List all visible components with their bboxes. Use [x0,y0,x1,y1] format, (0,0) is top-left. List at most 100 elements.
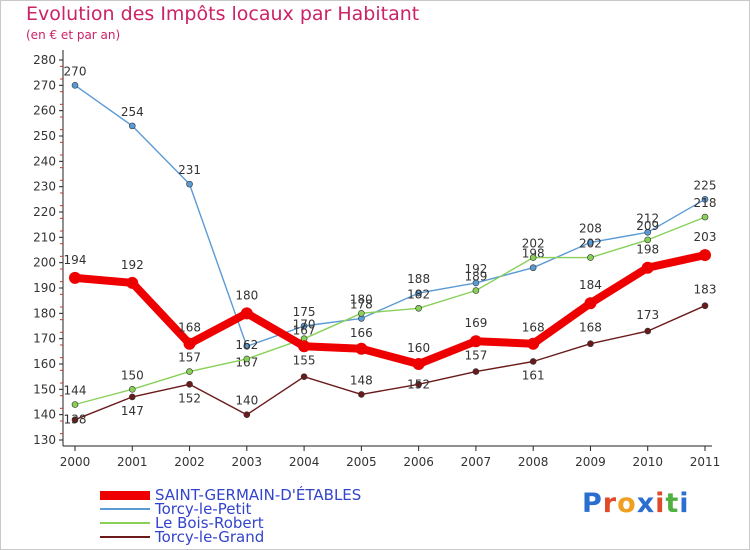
series-point-2 [128,386,136,393]
y-tick-label: 200 [33,256,56,270]
data-label: 202 [579,237,602,251]
data-label: 208 [579,221,602,235]
series-point-3 [186,380,193,388]
series-point-3 [415,380,422,388]
data-label: 254 [121,105,144,119]
legend-label: Torcy-le-Grand [155,528,265,546]
legend-swatch [100,536,150,538]
data-label: 140 [235,394,258,408]
series-point-3 [128,393,136,401]
data-label: 173 [636,308,659,322]
series-point-2 [186,368,193,375]
x-tick-label: 2005 [346,455,377,469]
x-tick-label: 2002 [174,455,205,469]
series-point-0 [584,297,597,310]
data-label: 168 [579,321,602,335]
x-tick-label: 2009 [575,455,606,469]
data-label: 157 [178,351,201,365]
proxiti-logo[interactable]: Proxiti [582,488,690,519]
series-point-3 [358,391,365,398]
y-tick-label: 210 [33,230,56,244]
data-label: 178 [350,297,373,311]
series-point-0 [641,261,654,274]
series-point-1 [243,342,251,350]
data-label: 175 [293,305,316,319]
legend-swatch [100,522,150,524]
series-point-1 [186,180,193,188]
series-point-2 [529,254,537,261]
y-tick-label: 280 [33,53,56,67]
series-point-0 [126,276,139,289]
y-tick-label: 230 [33,180,56,194]
x-tick-label: 2003 [232,455,263,469]
series-point-0 [412,358,425,370]
y-tick-label: 180 [33,306,56,320]
data-label: 152 [178,391,201,405]
series-point-2 [415,304,422,312]
y-tick-label: 190 [33,281,56,295]
series-point-1 [71,82,79,89]
series-point-3 [701,302,709,310]
logo-letter: t [665,488,680,519]
series-point-0 [355,342,368,355]
data-label: 144 [64,384,87,398]
y-tick-label: 150 [33,382,56,396]
x-tick-label: 2007 [461,455,492,469]
series-point-1 [128,122,136,130]
series-point-1 [644,228,652,236]
data-label: 212 [636,211,659,225]
x-tick-label: 2000 [60,455,91,469]
series-point-0 [298,340,311,353]
series-point-0 [469,335,482,348]
series-point-3 [300,373,308,380]
data-label: 157 [464,349,487,363]
series-line-0 [71,251,709,368]
data-label: 168 [178,321,201,335]
data-label: 170 [293,318,316,332]
logo-letter: i [679,488,690,519]
legend-label: Le Bois-Robert [155,514,264,532]
series-point-0 [699,249,711,262]
series-line-1 [74,84,706,347]
logo-letter: i [655,488,666,519]
series-point-0 [240,307,253,320]
data-label: 166 [350,326,373,340]
data-label: 169 [464,316,487,330]
series-point-0 [69,271,81,284]
y-tick-label: 130 [33,433,56,447]
data-label: 148 [350,373,373,387]
series-point-2 [587,254,594,261]
y-tick-label: 160 [33,357,56,371]
data-label: 147 [121,404,144,418]
series-point-2 [243,355,251,363]
series-point-1 [701,196,709,203]
data-label: 162 [235,338,258,352]
series-point-2 [71,401,79,408]
data-label: 180 [235,288,258,302]
data-label: 138 [64,413,87,427]
data-label: 188 [407,272,430,286]
series-point-0 [183,337,196,350]
y-tick-label: 220 [33,205,56,219]
data-label: 209 [636,219,659,233]
y-tick-label: 270 [33,78,56,92]
series-point-2 [644,236,652,244]
logo-letter: r [602,488,618,519]
series-point-0 [527,337,540,350]
x-tick-label: 2008 [518,455,549,469]
data-label: 218 [694,196,717,210]
data-label: 270 [64,64,87,78]
data-label: 203 [694,230,717,244]
data-label: 180 [350,292,373,306]
x-tick-label: 2001 [117,455,148,469]
x-tick-label: 2011 [690,455,721,469]
series-point-3 [472,368,480,375]
legend-swatch [100,508,150,510]
data-label: 194 [64,253,87,267]
logo-letter: P [582,488,603,519]
series-point-3 [243,411,251,418]
series-point-3 [644,327,652,335]
data-label: 182 [407,287,430,301]
